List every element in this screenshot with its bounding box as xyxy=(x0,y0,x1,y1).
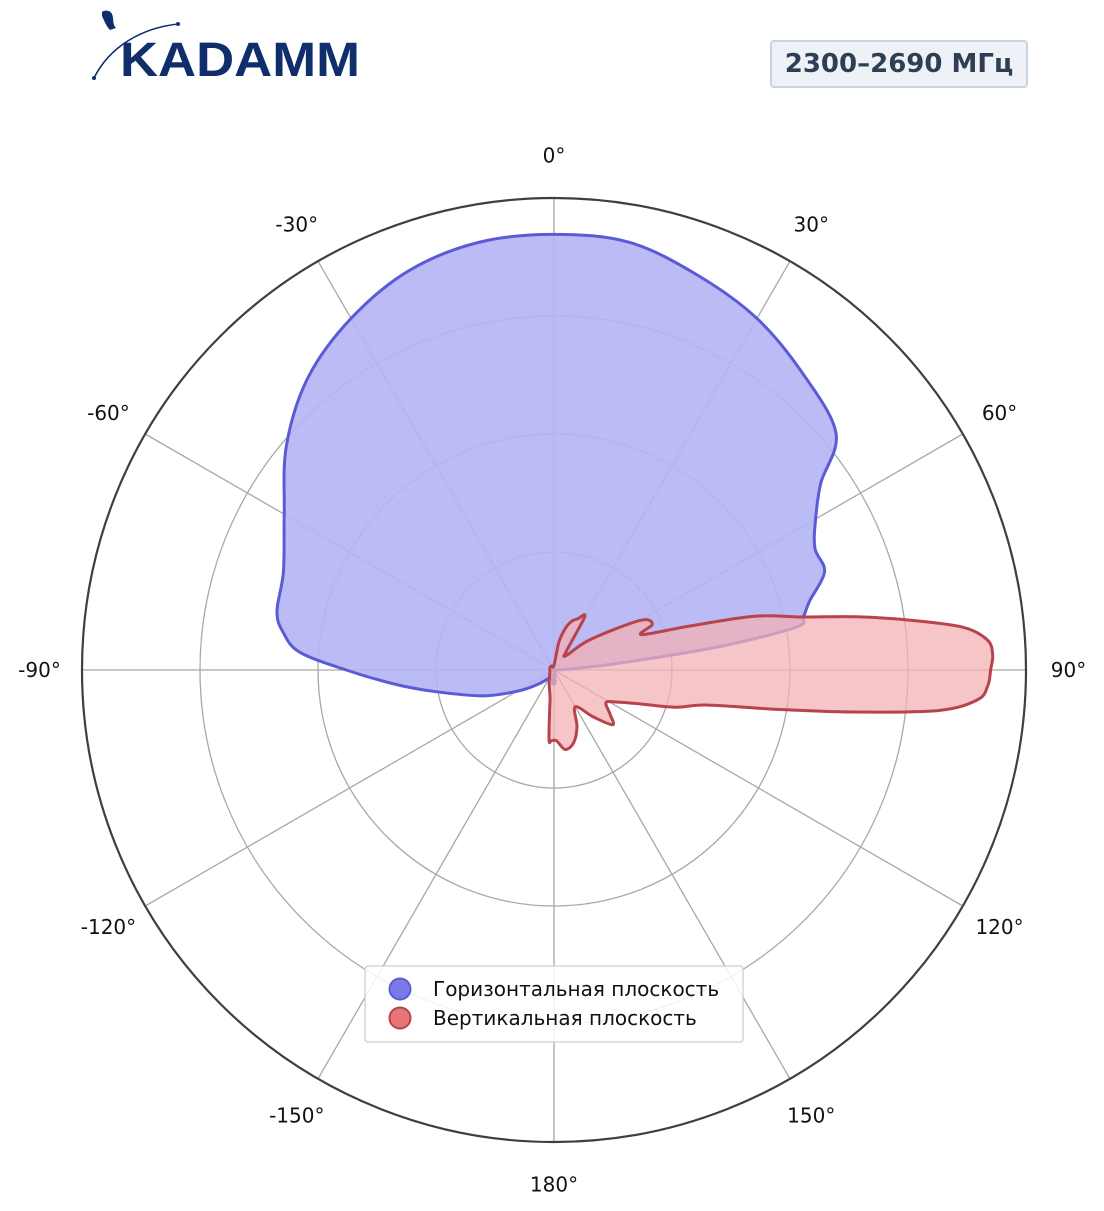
series-areas xyxy=(275,232,995,751)
legend-box xyxy=(364,965,744,1043)
angle-tick-label: 90° xyxy=(1051,658,1086,682)
legend-label-1: Горизонтальная плоскость xyxy=(433,977,719,1001)
angle-tick-label: 60° xyxy=(982,401,1017,425)
angle-tick-label: 150° xyxy=(787,1104,835,1128)
frequency-badge: 2300–2690 МГц xyxy=(770,40,1028,88)
angle-tick-label: -60° xyxy=(87,401,130,425)
angle-spoke-5 xyxy=(553,669,791,1080)
outer-ring xyxy=(80,196,1028,1144)
angle-tick-label: -120° xyxy=(81,915,136,939)
angle-tick-label: 180° xyxy=(530,1172,578,1196)
legend-label-2: Вертикальная плоскость xyxy=(433,1006,697,1030)
angle-tick-label: -90° xyxy=(18,658,61,682)
angle-spoke-4 xyxy=(553,669,964,907)
angle-spoke-7 xyxy=(317,669,555,1080)
kadamm-logo: KADAMM xyxy=(86,6,366,87)
angle-tick-labels: 0° 30° 60° 90° 120° 150° 180° -150° -120° -90° -60… xyxy=(18,144,1086,1197)
kadamm-logo-graphic: KADAMM xyxy=(92,10,360,87)
series-area-vertical-plane xyxy=(547,613,995,751)
legend-marker-2 xyxy=(388,1006,412,1030)
legend: Горизонтальная плоскость Вертикальная пло… xyxy=(364,965,744,1043)
angle-tick-label: 120° xyxy=(975,915,1023,939)
angle-tick-label: 0° xyxy=(543,144,566,168)
angle-tick-label: -150° xyxy=(269,1104,324,1128)
legend-marker-1 xyxy=(388,977,412,1001)
angle-tick-label: 30° xyxy=(794,212,829,236)
angle-tick-label: -30° xyxy=(275,212,318,236)
angle-spoke-8 xyxy=(144,669,555,907)
logo-text: KADAMM xyxy=(120,34,360,86)
